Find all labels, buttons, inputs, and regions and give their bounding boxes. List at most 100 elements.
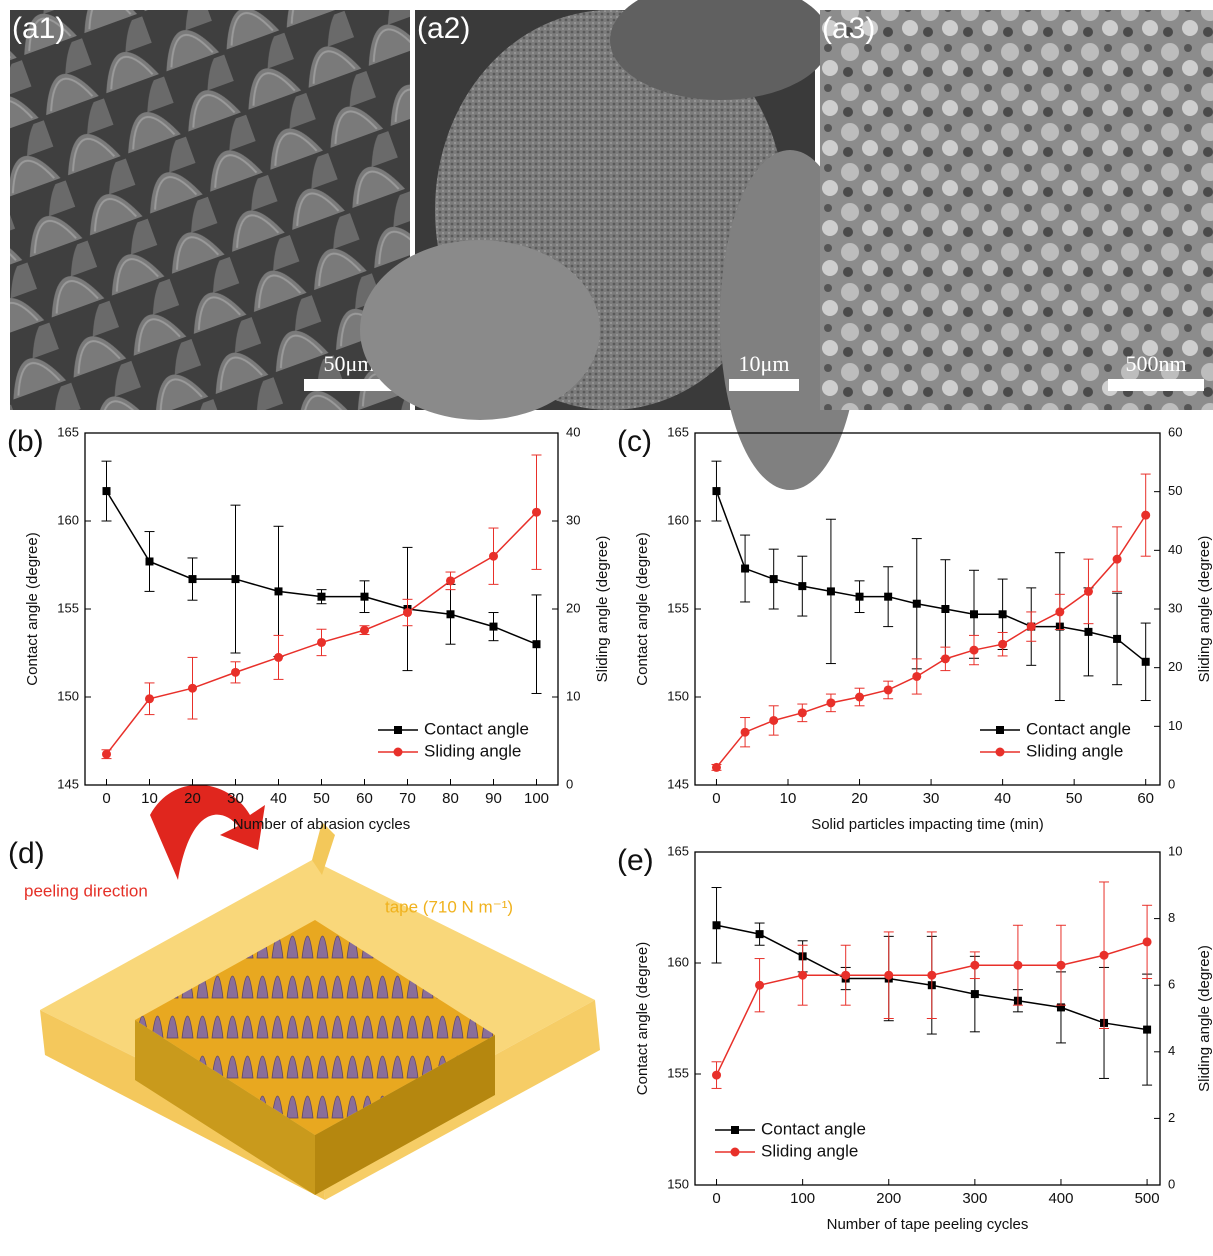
tape-text: tape (710 N m⁻¹) [385,897,513,916]
y2-tick-label: 10 [1168,843,1182,858]
y2-tick-label: 50 [1168,483,1182,498]
point [188,683,197,693]
point [1099,950,1109,960]
x-tick-label: 60 [1137,790,1154,807]
point [446,610,455,619]
y-tick-label: 150 [57,688,79,703]
x-tick-label: 0 [102,790,110,807]
y-tick-label: 155 [57,600,79,615]
y2-tick-label: 20 [566,600,580,615]
point [1112,554,1122,564]
point [797,708,807,718]
point [998,639,1008,649]
peeling-arrow [150,784,265,880]
x-tick-label: 20 [851,790,868,807]
point [274,587,283,596]
panel-label: (a2) [417,12,470,45]
x-tick-label: 100 [790,1190,815,1207]
series-line [105,490,537,645]
point [755,980,765,990]
point [231,575,240,584]
point [532,640,541,649]
y2-axis-label: Sliding angle (degree) [1196,536,1213,683]
x-tick-label: 500 [1135,1190,1160,1207]
point [798,582,807,591]
point [940,654,950,664]
legend-marker [730,1147,740,1157]
x-tick-label: 300 [962,1190,987,1207]
y2-tick-label: 10 [1168,718,1182,733]
point [969,645,979,655]
arrow-text: peeling direction [24,881,148,900]
sem-image-a2: (a2) 10μm [360,0,860,490]
point [145,557,154,566]
point [1084,627,1093,636]
point [712,921,721,930]
point [884,592,893,601]
point [360,625,369,635]
y-tick-label: 160 [57,512,79,527]
point [145,694,154,704]
x-tick-label: 0 [712,1190,720,1207]
y2-tick-label: 0 [1168,776,1175,791]
block-side [135,1020,315,1195]
x-axis-label: Number of tape peeling cycles [827,1216,1029,1233]
panel-label: (b) [7,425,44,458]
point [826,587,835,596]
point [1083,586,1093,596]
point [912,599,921,608]
point [188,575,197,584]
point [1143,1025,1152,1034]
sem-image-a1: (a1) 50μm [10,10,410,410]
point [1141,510,1151,520]
diagram: (d) peeling direction tape (710 N m⁻¹) [8,784,600,1200]
y-axis-label: Contact angle (degree) [24,532,41,685]
point [855,692,865,702]
legend-label: Contact angle [761,1119,866,1138]
scale-bar-label: 10μm [739,351,790,376]
point [741,564,750,573]
legend-marker [393,747,403,757]
y-axis-label: Contact angle (degree) [634,942,651,1095]
point [970,610,978,619]
y-tick-label: 155 [667,600,689,615]
point [941,605,950,613]
x-tick-label: 50 [1066,790,1083,807]
legend-marker [394,726,402,734]
point [841,970,851,980]
point [798,970,808,980]
x-tick-label: 40 [994,790,1011,807]
point [1055,607,1065,617]
point [446,576,455,586]
legend-marker [731,1126,739,1134]
y2-tick-label: 0 [566,776,573,791]
block-top [135,920,495,1135]
point [231,667,240,677]
legend-label: Sliding angle [761,1141,858,1160]
x-tick-label: 40 [270,790,287,807]
y-tick-label: 165 [667,424,689,439]
y-tick-label: 150 [667,688,689,703]
chart: (e) 0 100 200 300 400 500 150 155 160 165 0 2 4 6 8 10 Nu… [617,843,1213,1233]
y-tick-label: 155 [667,1065,689,1080]
panel-label: (a1) [12,12,65,45]
y2-axis-label: Sliding angle (degree) [594,536,611,683]
panel-label: (c) [617,425,652,458]
point [712,487,721,496]
legend-marker [995,747,1005,757]
y-tick-label: 165 [57,424,79,439]
x-tick-label: 30 [227,790,244,807]
y-tick-label: 160 [667,954,689,969]
point [532,507,541,517]
x-tick-label: 200 [876,1190,901,1207]
y2-tick-label: 30 [1168,600,1182,615]
point [489,551,498,561]
y2-tick-label: 2 [1168,1110,1175,1125]
panel-label: (e) [617,844,654,877]
x-tick-label: 30 [923,790,940,807]
sem-image-a3: (a3) 500nm [820,10,1213,410]
point [102,487,111,496]
x-tick-label: 50 [313,790,330,807]
chart: (c) 0 10 20 30 40 50 60 145 150 155 160 165 0 10 20 30 40… [617,424,1213,833]
y-tick-label: 145 [57,776,79,791]
